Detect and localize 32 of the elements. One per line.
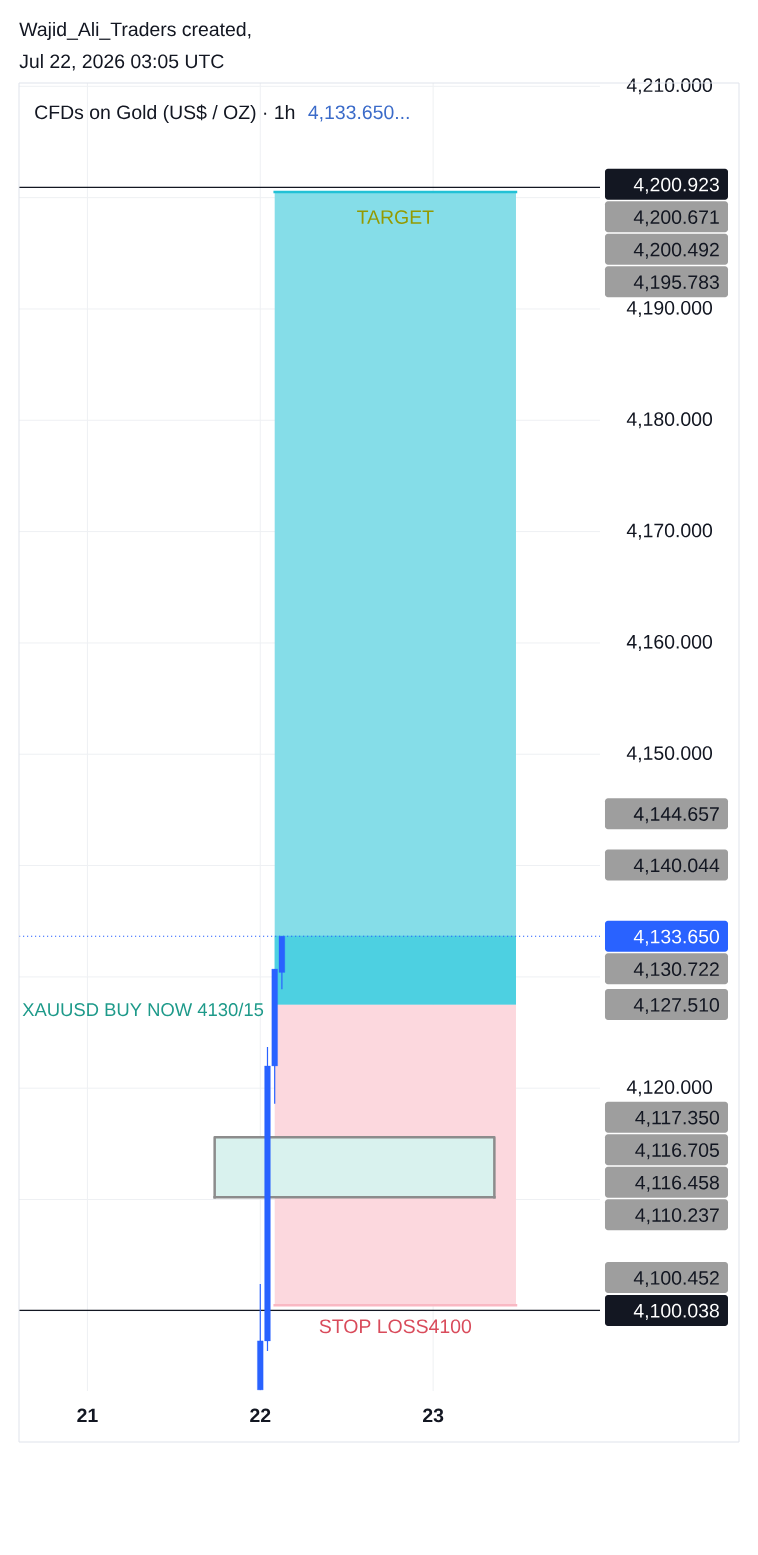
text: 4,200.492 [633,242,719,259]
text: 4,133.650... [308,105,409,122]
text: 4,195.783 [633,275,719,292]
text: Jul 22, 2026 03:05 UTC [19,53,224,71]
text: 4,116.705 [635,1143,719,1160]
text: 4,200.671 [633,210,719,227]
ref-line-label: 4,133.650 [633,929,720,946]
x-tick-label: 23 [423,1408,444,1423]
y-tick-label: 4,150.000 [626,746,713,763]
x-tick-label: 22 [250,1408,271,1423]
text: Wajid_Ali_Traders created, [19,21,251,41]
y-tick-label: 4,120.000 [626,1080,713,1097]
annotation: XAUUSD BUY NOW 4130/15 [22,1002,264,1017]
series-label: STOP LOSS4100 [319,1319,472,1334]
y-tick-label: 4,190.000 [626,300,713,317]
text: 4,110.237 [635,1208,719,1225]
y2-tick-label: 4,130.722 [633,962,719,979]
series-label: TARGET [357,210,434,224]
y2-tick-label: 4,144.657 [633,807,719,824]
y-tick-label: 4,160.000 [626,634,713,651]
y-tick-label: 4,170.000 [626,523,713,540]
y2-tick-label: 4,127.510 [633,998,720,1015]
text: 4,100.452 [633,1271,719,1288]
y2-tick-label: 4,117.350 [635,1110,720,1127]
y-tick-label: 4,210.000 [626,78,713,95]
x-tick-label: 21 [77,1408,98,1423]
ref-line-label: 4,100.038 [633,1303,719,1320]
text: 4,116.458 [635,1175,719,1192]
text: CFDs on Gold (US$ / OZ) · 1h [35,104,295,124]
y2-tick-label: 4,140.044 [633,858,720,875]
y-tick-label: 4,180.000 [626,412,713,429]
ref-line-label: 4,200.923 [633,177,719,194]
